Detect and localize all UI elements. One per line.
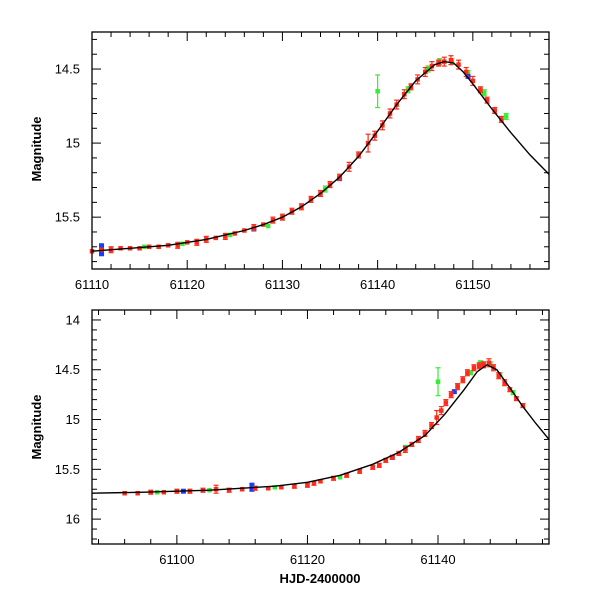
y-tick-label: 14.5 [55,362,80,377]
green-data-point [375,74,381,109]
red-data-point [279,484,284,490]
red-data-point [270,216,276,224]
red-data-point [471,364,477,372]
y-tick-label: 15.5 [55,210,80,225]
x-tick-label: 61130 [265,277,300,292]
green-data-point [272,484,278,490]
red-data-point [118,246,123,251]
red-data-point [232,231,238,236]
upper-axis-ticks [91,32,550,269]
x-tick-label: 61140 [360,277,395,292]
red-data-point [464,369,470,377]
y-tick-label: 15.5 [55,462,80,477]
x-tick-label: 61100 [159,552,194,567]
red-data-point [429,61,435,72]
red-data-point [370,464,376,470]
lower-y-tick-labels: 14 14.5 15 15.5 16 [55,312,80,526]
lower-light-curve-panel: 14 14.5 15 15.5 16 61100 61120 61140 Magnitude… [29,309,550,586]
lower-model-curve [91,363,550,494]
red-data-point [455,383,461,391]
red-data-point [448,391,454,399]
green-data-point [265,223,271,229]
x-axis-title: HJD-2400000 [280,571,361,586]
x-tick-label: 61140 [420,552,455,567]
lower-x-tick-labels: 61100 61120 61140 [159,552,455,567]
upper-plot-frame [91,31,550,270]
red-data-point [476,362,482,370]
red-data-point [376,462,382,468]
green-data-point [180,241,185,247]
y-tick-label: 14 [66,312,80,327]
y-tick-label: 15 [66,136,80,151]
x-tick-label: 61120 [170,277,205,292]
upper-model-curve [91,60,550,252]
y-tick-label: 15 [66,412,80,427]
red-data-point [156,244,161,250]
lower-y-axis-title: Magnitude [29,395,44,460]
upper-y-axis-title: Magnitude [29,117,44,182]
red-data-point [266,485,271,491]
upper-data-points [89,55,509,257]
red-data-point [443,399,449,407]
blue-data-point [451,389,457,395]
x-tick-label: 61110 [75,277,109,292]
upper-light-curve-panel: 14.5 15 15.5 61110 61120 61130 61140 61150 Mag… [29,31,550,292]
x-tick-label: 61120 [290,552,325,567]
x-tick-label: 61150 [455,277,490,292]
lower-data-points [122,358,526,496]
red-data-point [135,490,140,496]
red-data-point [460,376,466,384]
lower-axis-ticks [92,309,549,544]
y-tick-label: 16 [66,512,80,527]
red-data-point [137,246,142,251]
lower-plot-frame [91,309,550,545]
red-data-point [239,486,245,492]
upper-y-tick-labels: 14.5 15 15.5 [55,62,80,225]
y-tick-label: 14.5 [55,62,80,77]
upper-x-tick-labels: 61110 61120 61130 61140 61150 [75,277,491,292]
red-data-point [438,405,444,416]
red-data-point [318,479,323,484]
green-data-point [337,475,343,480]
red-data-point [304,482,310,488]
red-data-point [99,247,104,252]
green-data-point [227,232,233,238]
green-data-point [503,112,509,120]
green-data-point [435,367,441,397]
